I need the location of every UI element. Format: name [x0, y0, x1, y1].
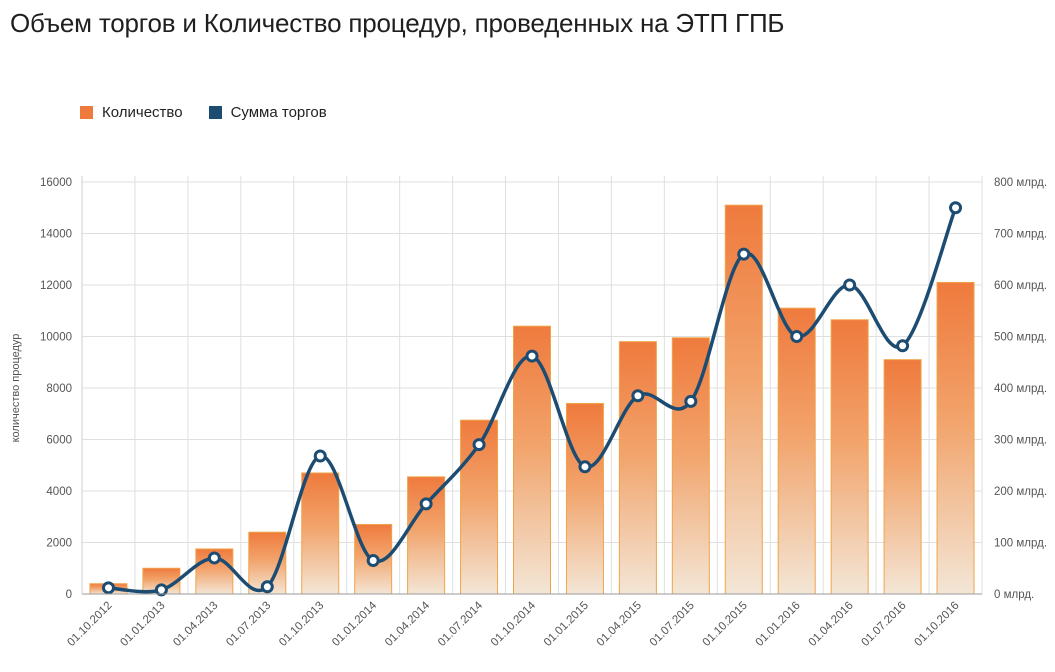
- line-point[interactable]: [472, 438, 486, 452]
- x-tick-label: 01.10.2012: [65, 600, 114, 649]
- y-tick-label: 14000: [40, 229, 72, 241]
- y2-tick-label: 300 млрд.: [994, 435, 1047, 447]
- legend-item-count[interactable]: Количество: [80, 104, 183, 121]
- line-point[interactable]: [313, 449, 327, 463]
- x-tick-label: 01.04.2016: [807, 600, 856, 649]
- line-point[interactable]: [949, 201, 963, 215]
- chart-legend: Количество Сумма торгов: [80, 104, 327, 121]
- bar[interactable]: [936, 281, 975, 595]
- bar-series: [89, 204, 975, 595]
- line-series: [101, 201, 963, 597]
- x-tick-label: 01.04.2014: [383, 599, 433, 649]
- y-tick-label: 6000: [46, 435, 72, 447]
- legend-swatch-count: [80, 106, 93, 119]
- bar[interactable]: [830, 319, 869, 595]
- legend-label-count: Количество: [102, 104, 183, 121]
- y2-tick-label: 0 млрд.: [994, 589, 1034, 601]
- bar[interactable]: [301, 472, 340, 595]
- y-tick-label: 8000: [46, 383, 72, 395]
- x-tick-label: 01.10.2013: [277, 600, 326, 649]
- y2-tick-label: 200 млрд.: [994, 486, 1047, 498]
- bar[interactable]: [407, 476, 446, 595]
- y2-tick-label: 400 млрд.: [994, 383, 1047, 395]
- line-point[interactable]: [684, 394, 698, 408]
- bar[interactable]: [671, 337, 710, 595]
- line-point[interactable]: [525, 349, 539, 363]
- line-point[interactable]: [790, 330, 804, 343]
- x-tick-label: 01.01.2013: [118, 600, 167, 649]
- y-tick-label: 4000: [46, 486, 72, 498]
- x-tick-label: 01.04.2013: [171, 600, 220, 649]
- bar[interactable]: [724, 204, 763, 595]
- x-tick-label: 01.07.2013: [224, 600, 273, 649]
- y-tick-label: 0: [66, 589, 72, 601]
- line-point[interactable]: [207, 551, 221, 565]
- x-tick-label: 01.10.2016: [912, 600, 961, 649]
- y2-tick-label: 100 млрд.: [994, 538, 1047, 550]
- y-tick-label: 2000: [46, 538, 72, 550]
- y-tick-label: 12000: [40, 280, 72, 292]
- x-tick-label: 01.10.2015: [701, 600, 750, 649]
- y-tick-label: 16000: [40, 177, 72, 189]
- legend-label-sum: Сумма торгов: [230, 104, 327, 121]
- x-tick-label: 01.07.2016: [860, 600, 909, 649]
- y-tick-label: 10000: [40, 332, 72, 344]
- y2-tick-label: 700 млрд.: [994, 229, 1047, 241]
- line-point[interactable]: [101, 581, 115, 595]
- line-point[interactable]: [578, 460, 592, 474]
- line-point[interactable]: [419, 497, 433, 511]
- x-tick-label: 01.07.2014: [436, 599, 486, 649]
- line-point[interactable]: [631, 389, 645, 403]
- bar[interactable]: [565, 402, 604, 595]
- x-tick-label: 01.01.2015: [542, 600, 591, 649]
- x-tick-label: 01.10.2014: [489, 599, 539, 649]
- x-tick-label: 01.07.2015: [648, 600, 697, 649]
- chart-title: Объем торгов и Количество процедур, пров…: [10, 8, 785, 38]
- x-tick-label: 01.01.2016: [754, 600, 803, 649]
- bar[interactable]: [777, 307, 816, 595]
- line-point[interactable]: [366, 554, 380, 568]
- legend-item-sum[interactable]: Сумма торгов: [208, 104, 327, 121]
- line-point[interactable]: [260, 580, 274, 594]
- line-point[interactable]: [154, 583, 168, 597]
- line-point[interactable]: [896, 339, 910, 353]
- bar[interactable]: [883, 359, 922, 595]
- line-point[interactable]: [843, 278, 857, 292]
- x-tick-label: 01.01.2014: [330, 599, 380, 649]
- y2-tick-label: 800 млрд.: [994, 177, 1047, 189]
- line-point[interactable]: [737, 247, 751, 261]
- y-axis-title: количество процедур: [10, 334, 22, 443]
- legend-swatch-sum: [208, 106, 222, 119]
- y2-tick-label: 600 млрд.: [994, 280, 1047, 292]
- y2-tick-label: 500 млрд.: [994, 332, 1047, 344]
- bar[interactable]: [618, 341, 657, 595]
- x-tick-label: 01.04.2015: [595, 600, 644, 649]
